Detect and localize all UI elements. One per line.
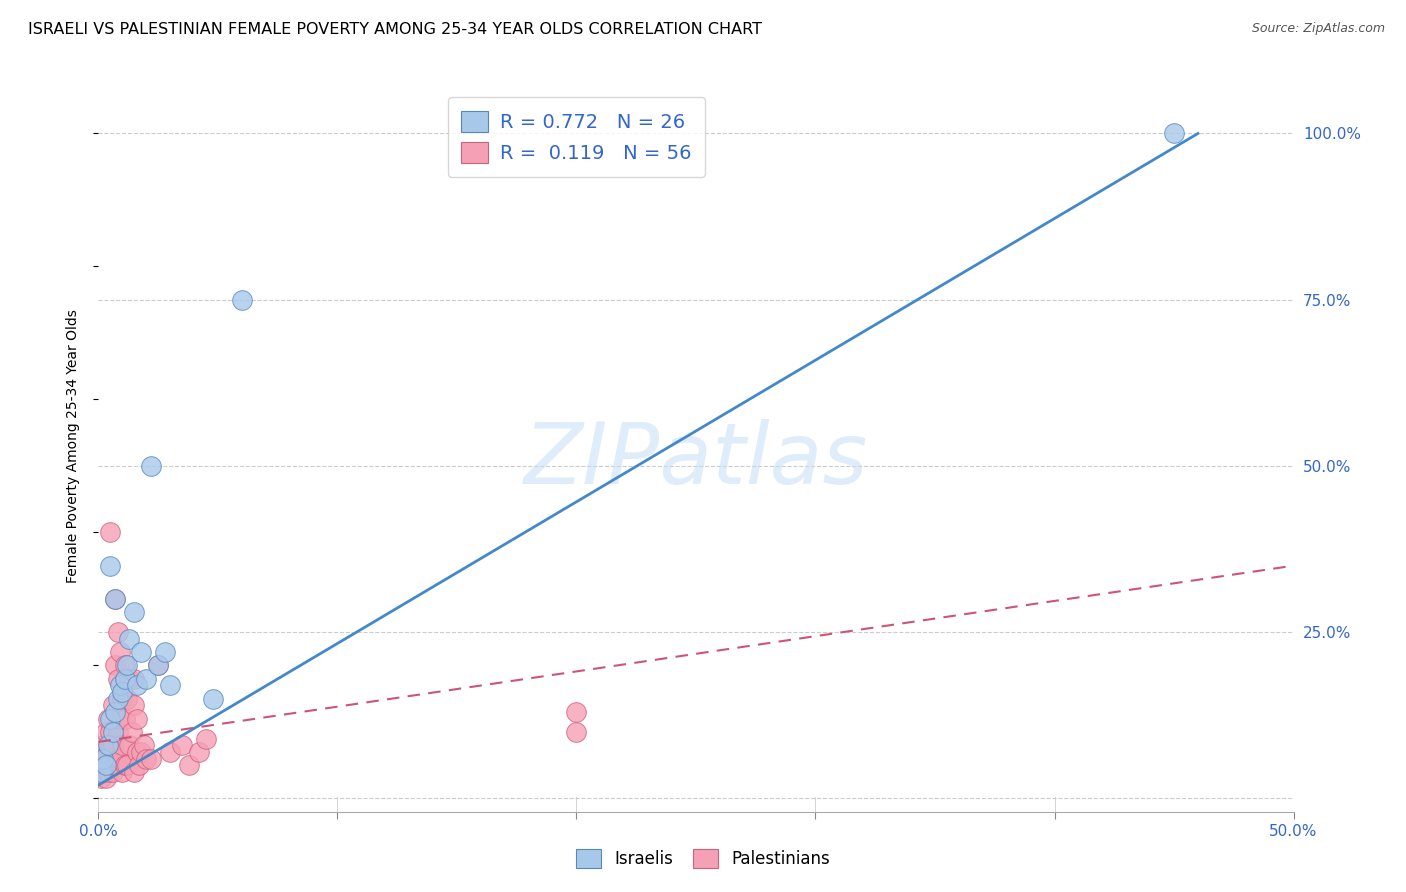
Point	[101, 764, 124, 779]
Point	[125, 745, 148, 759]
Point	[101, 725, 124, 739]
Legend: R = 0.772   N = 26, R =  0.119   N = 56: R = 0.772 N = 26, R = 0.119 N = 56	[447, 97, 706, 177]
Point	[124, 605, 146, 619]
Point	[97, 738, 120, 752]
Point	[90, 764, 112, 779]
Point	[104, 658, 127, 673]
Point	[118, 672, 141, 686]
Y-axis label: Female Poverty Among 25-34 Year Olds: Female Poverty Among 25-34 Year Olds	[66, 309, 80, 583]
Point	[124, 764, 146, 779]
Point	[114, 758, 136, 772]
Point	[565, 725, 588, 739]
Point	[139, 458, 162, 473]
Point	[91, 738, 114, 752]
Point	[98, 738, 122, 752]
Point	[231, 293, 253, 307]
Point	[98, 712, 122, 726]
Point	[131, 745, 153, 759]
Point	[111, 685, 134, 699]
Point	[94, 751, 117, 765]
Point	[132, 738, 155, 752]
Point	[91, 751, 114, 765]
Point	[195, 731, 218, 746]
Point	[98, 525, 122, 540]
Point	[97, 764, 120, 779]
Point	[118, 738, 141, 752]
Text: ISRAELI VS PALESTINIAN FEMALE POVERTY AMONG 25-34 YEAR OLDS CORRELATION CHART: ISRAELI VS PALESTINIAN FEMALE POVERTY AM…	[28, 22, 762, 37]
Point	[101, 738, 124, 752]
Point	[98, 725, 122, 739]
Point	[98, 758, 122, 772]
Point	[107, 725, 129, 739]
Point	[124, 672, 146, 686]
Point	[101, 698, 124, 713]
Point	[108, 645, 131, 659]
Point	[108, 678, 131, 692]
Point	[104, 591, 127, 606]
Point	[124, 698, 146, 713]
Point	[104, 705, 127, 719]
Point	[155, 645, 177, 659]
Point	[135, 751, 157, 765]
Point	[111, 764, 134, 779]
Point	[108, 751, 131, 765]
Point	[179, 758, 201, 772]
Point	[111, 691, 134, 706]
Point	[107, 691, 129, 706]
Point	[159, 678, 181, 692]
Point	[135, 672, 157, 686]
Point	[104, 591, 127, 606]
Point	[565, 705, 588, 719]
Point	[97, 712, 120, 726]
Point	[1163, 127, 1185, 141]
Point	[115, 758, 138, 772]
Point	[94, 725, 117, 739]
Point	[107, 751, 129, 765]
Point	[114, 658, 136, 673]
Point	[202, 691, 225, 706]
Point	[98, 558, 122, 573]
Text: Source: ZipAtlas.com: Source: ZipAtlas.com	[1251, 22, 1385, 36]
Point	[172, 738, 194, 752]
Point	[187, 745, 209, 759]
Point	[115, 658, 138, 673]
Point	[90, 751, 112, 765]
Point	[128, 758, 150, 772]
Point	[125, 712, 148, 726]
Point	[148, 658, 170, 673]
Point	[115, 691, 138, 706]
Point	[90, 772, 112, 786]
Legend: Israelis, Palestinians: Israelis, Palestinians	[569, 843, 837, 875]
Point	[91, 764, 114, 779]
Point	[94, 772, 117, 786]
Point	[107, 672, 129, 686]
Point	[139, 751, 162, 765]
Point	[108, 712, 131, 726]
Point	[111, 738, 134, 752]
Point	[97, 745, 120, 759]
Point	[159, 745, 181, 759]
Point	[114, 712, 136, 726]
Point	[107, 625, 129, 640]
Point	[104, 758, 127, 772]
Point	[118, 632, 141, 646]
Point	[121, 725, 143, 739]
Point	[148, 658, 170, 673]
Point	[131, 645, 153, 659]
Point	[114, 672, 136, 686]
Text: ZIPatlas: ZIPatlas	[524, 419, 868, 502]
Point	[125, 678, 148, 692]
Point	[94, 758, 117, 772]
